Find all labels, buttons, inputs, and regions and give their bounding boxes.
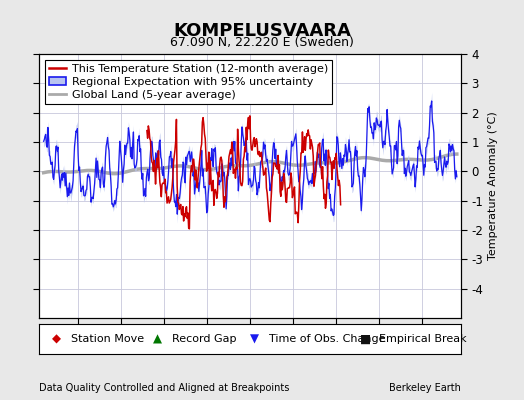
Text: ▲: ▲ bbox=[153, 332, 162, 346]
Text: Berkeley Earth: Berkeley Earth bbox=[389, 383, 461, 393]
Text: ■: ■ bbox=[360, 332, 371, 346]
Legend: This Temperature Station (12-month average), Regional Expectation with 95% uncer: This Temperature Station (12-month avera… bbox=[45, 60, 332, 104]
Text: 67.090 N, 22.220 E (Sweden): 67.090 N, 22.220 E (Sweden) bbox=[170, 36, 354, 49]
Text: ◆: ◆ bbox=[52, 332, 61, 346]
Text: Empirical Break: Empirical Break bbox=[379, 334, 466, 344]
Text: Time of Obs. Change: Time of Obs. Change bbox=[269, 334, 386, 344]
Text: KOMPELUSVAARA: KOMPELUSVAARA bbox=[173, 22, 351, 40]
Text: ▼: ▼ bbox=[250, 332, 259, 346]
Text: Station Move: Station Move bbox=[71, 334, 144, 344]
Y-axis label: Temperature Anomaly (°C): Temperature Anomaly (°C) bbox=[487, 112, 498, 260]
Text: Data Quality Controlled and Aligned at Breakpoints: Data Quality Controlled and Aligned at B… bbox=[39, 383, 290, 393]
Text: Record Gap: Record Gap bbox=[172, 334, 237, 344]
